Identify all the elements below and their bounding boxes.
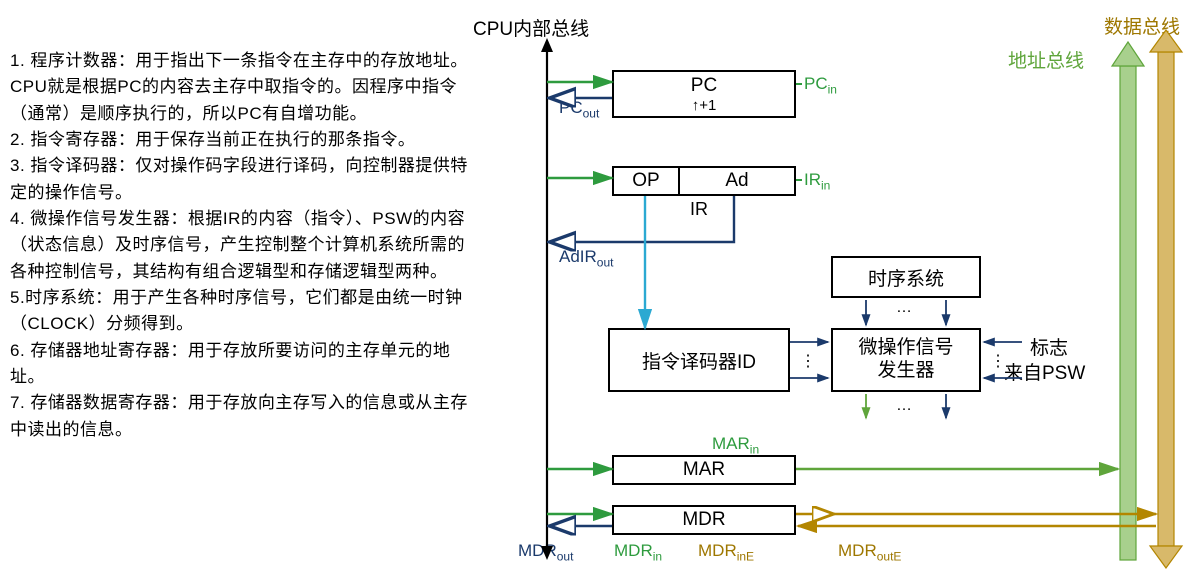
- p7: 7. 存储器数据寄存器：用于存放向主存写入的信息或从主存中读出的信息。: [10, 390, 480, 443]
- microop-l2: 发生器: [877, 360, 934, 383]
- decoder-label: 指令译码器ID: [642, 347, 756, 374]
- pcout-label: PCout: [559, 98, 599, 120]
- p2: 2. 指令寄存器：用于保存当前正在执行的那条指令。: [10, 127, 480, 153]
- mdrin-label: MDRin: [614, 541, 662, 563]
- timing-label: 时序系统: [868, 264, 944, 291]
- p5: 5.时序系统：用于产生各种时序信号，它们都是由统一时钟（CLOCK）分频得到。: [10, 285, 480, 338]
- flag-l2: 来自PSW: [1004, 358, 1085, 385]
- p1: 1. 程序计数器：用于指出下一条指令在主存中的存放地址。CPU就是根据PC的内容…: [10, 48, 480, 127]
- decoder-box: 指令译码器ID: [608, 328, 790, 392]
- ir-box: OP Ad: [612, 166, 796, 196]
- p6: 6. 存储器地址寄存器：用于存放所要访问的主存单元的地址。: [10, 338, 480, 391]
- mdr-box: MDR: [612, 505, 796, 535]
- svg-text:⋮: ⋮: [800, 353, 816, 370]
- pc-box: PC ↑+1: [612, 70, 796, 118]
- timing-box: 时序系统: [831, 256, 981, 298]
- irin-label: IRin: [804, 170, 830, 192]
- marin-label: MARin: [712, 434, 759, 456]
- flag-l1: 标志: [1030, 333, 1068, 360]
- addr-bus-title: 地址总线: [1008, 46, 1084, 73]
- mdr-label: MDR: [682, 509, 725, 531]
- svg-text:…: …: [896, 397, 912, 414]
- pcin-label: PCin: [804, 74, 837, 96]
- microop-box: 微操作信号 发生器: [831, 328, 981, 392]
- op-label: OP: [614, 168, 680, 194]
- adirout-label: AdIRout: [559, 247, 613, 269]
- microop-l1: 微操作信号: [858, 337, 953, 360]
- mdrout-label: MDRout: [518, 541, 573, 563]
- ad-label: Ad: [680, 170, 794, 192]
- pc-label: PC: [691, 75, 717, 97]
- mdroutE-label: MDRoutE: [838, 541, 901, 563]
- data-bus-title: 数据总线: [1104, 12, 1180, 39]
- pc-inc: ↑+1: [692, 97, 717, 114]
- svg-text:…: …: [896, 299, 912, 316]
- p3: 3. 指令译码器：仅对操作码字段进行译码，向控制器提供特定的操作信号。: [10, 153, 480, 206]
- p4: 4. 微操作信号发生器：根据IR的内容（指令）、PSW的内容（状态信息）及时序信…: [10, 206, 480, 285]
- cpu-bus-title: CPU内部总线: [473, 14, 589, 41]
- ir-label: IR: [690, 199, 708, 220]
- mar-label: MAR: [683, 459, 725, 481]
- mdrinE-label: MDRinE: [698, 541, 754, 563]
- left-text-block: 1. 程序计数器：用于指出下一条指令在主存中的存放地址。CPU就是根据PC的内容…: [10, 48, 480, 443]
- mar-box: MAR: [612, 455, 796, 485]
